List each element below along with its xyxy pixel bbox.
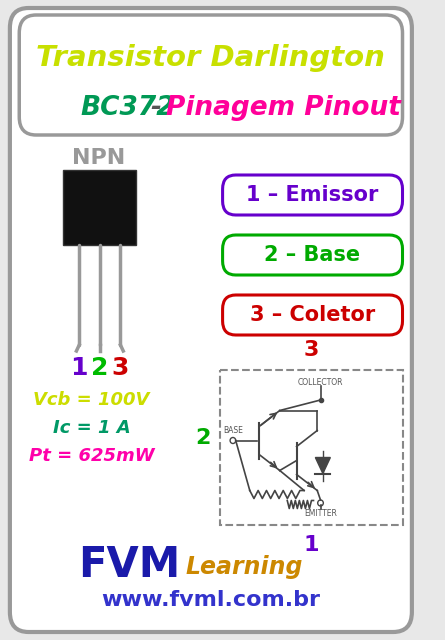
Text: Vcb = 100V: Vcb = 100V <box>33 391 150 409</box>
Text: FVM: FVM <box>78 544 180 586</box>
Text: 3 – Coletor: 3 – Coletor <box>250 305 375 325</box>
Text: 3: 3 <box>112 356 129 380</box>
Text: 1: 1 <box>70 356 88 380</box>
FancyBboxPatch shape <box>222 295 403 335</box>
Text: 2 – Base: 2 – Base <box>264 245 360 265</box>
Polygon shape <box>316 458 330 474</box>
Text: Pt = 625mW: Pt = 625mW <box>28 447 154 465</box>
Text: 1 – Emissor: 1 – Emissor <box>247 185 379 205</box>
FancyBboxPatch shape <box>222 235 403 275</box>
Text: 2: 2 <box>195 428 210 447</box>
FancyBboxPatch shape <box>19 15 403 135</box>
Text: BASE: BASE <box>223 426 243 435</box>
Text: NPN: NPN <box>72 148 125 168</box>
Text: 2: 2 <box>91 356 109 380</box>
FancyBboxPatch shape <box>10 8 412 632</box>
Text: BC372: BC372 <box>80 95 175 121</box>
FancyBboxPatch shape <box>220 370 403 525</box>
Text: -: - <box>150 95 162 121</box>
Text: Ic = 1 A: Ic = 1 A <box>53 419 130 437</box>
Text: 3: 3 <box>303 340 319 360</box>
FancyBboxPatch shape <box>222 175 403 215</box>
FancyBboxPatch shape <box>63 170 136 245</box>
Text: www.fvml.com.br: www.fvml.com.br <box>101 590 320 610</box>
Text: EMITTER: EMITTER <box>304 509 337 518</box>
Text: COLLECTOR: COLLECTOR <box>298 378 343 387</box>
Text: Learning: Learning <box>185 555 303 579</box>
Text: Transistor Darlington: Transistor Darlington <box>36 44 385 72</box>
Text: Pinagem Pinout: Pinagem Pinout <box>166 95 401 121</box>
Text: 1: 1 <box>303 535 319 555</box>
